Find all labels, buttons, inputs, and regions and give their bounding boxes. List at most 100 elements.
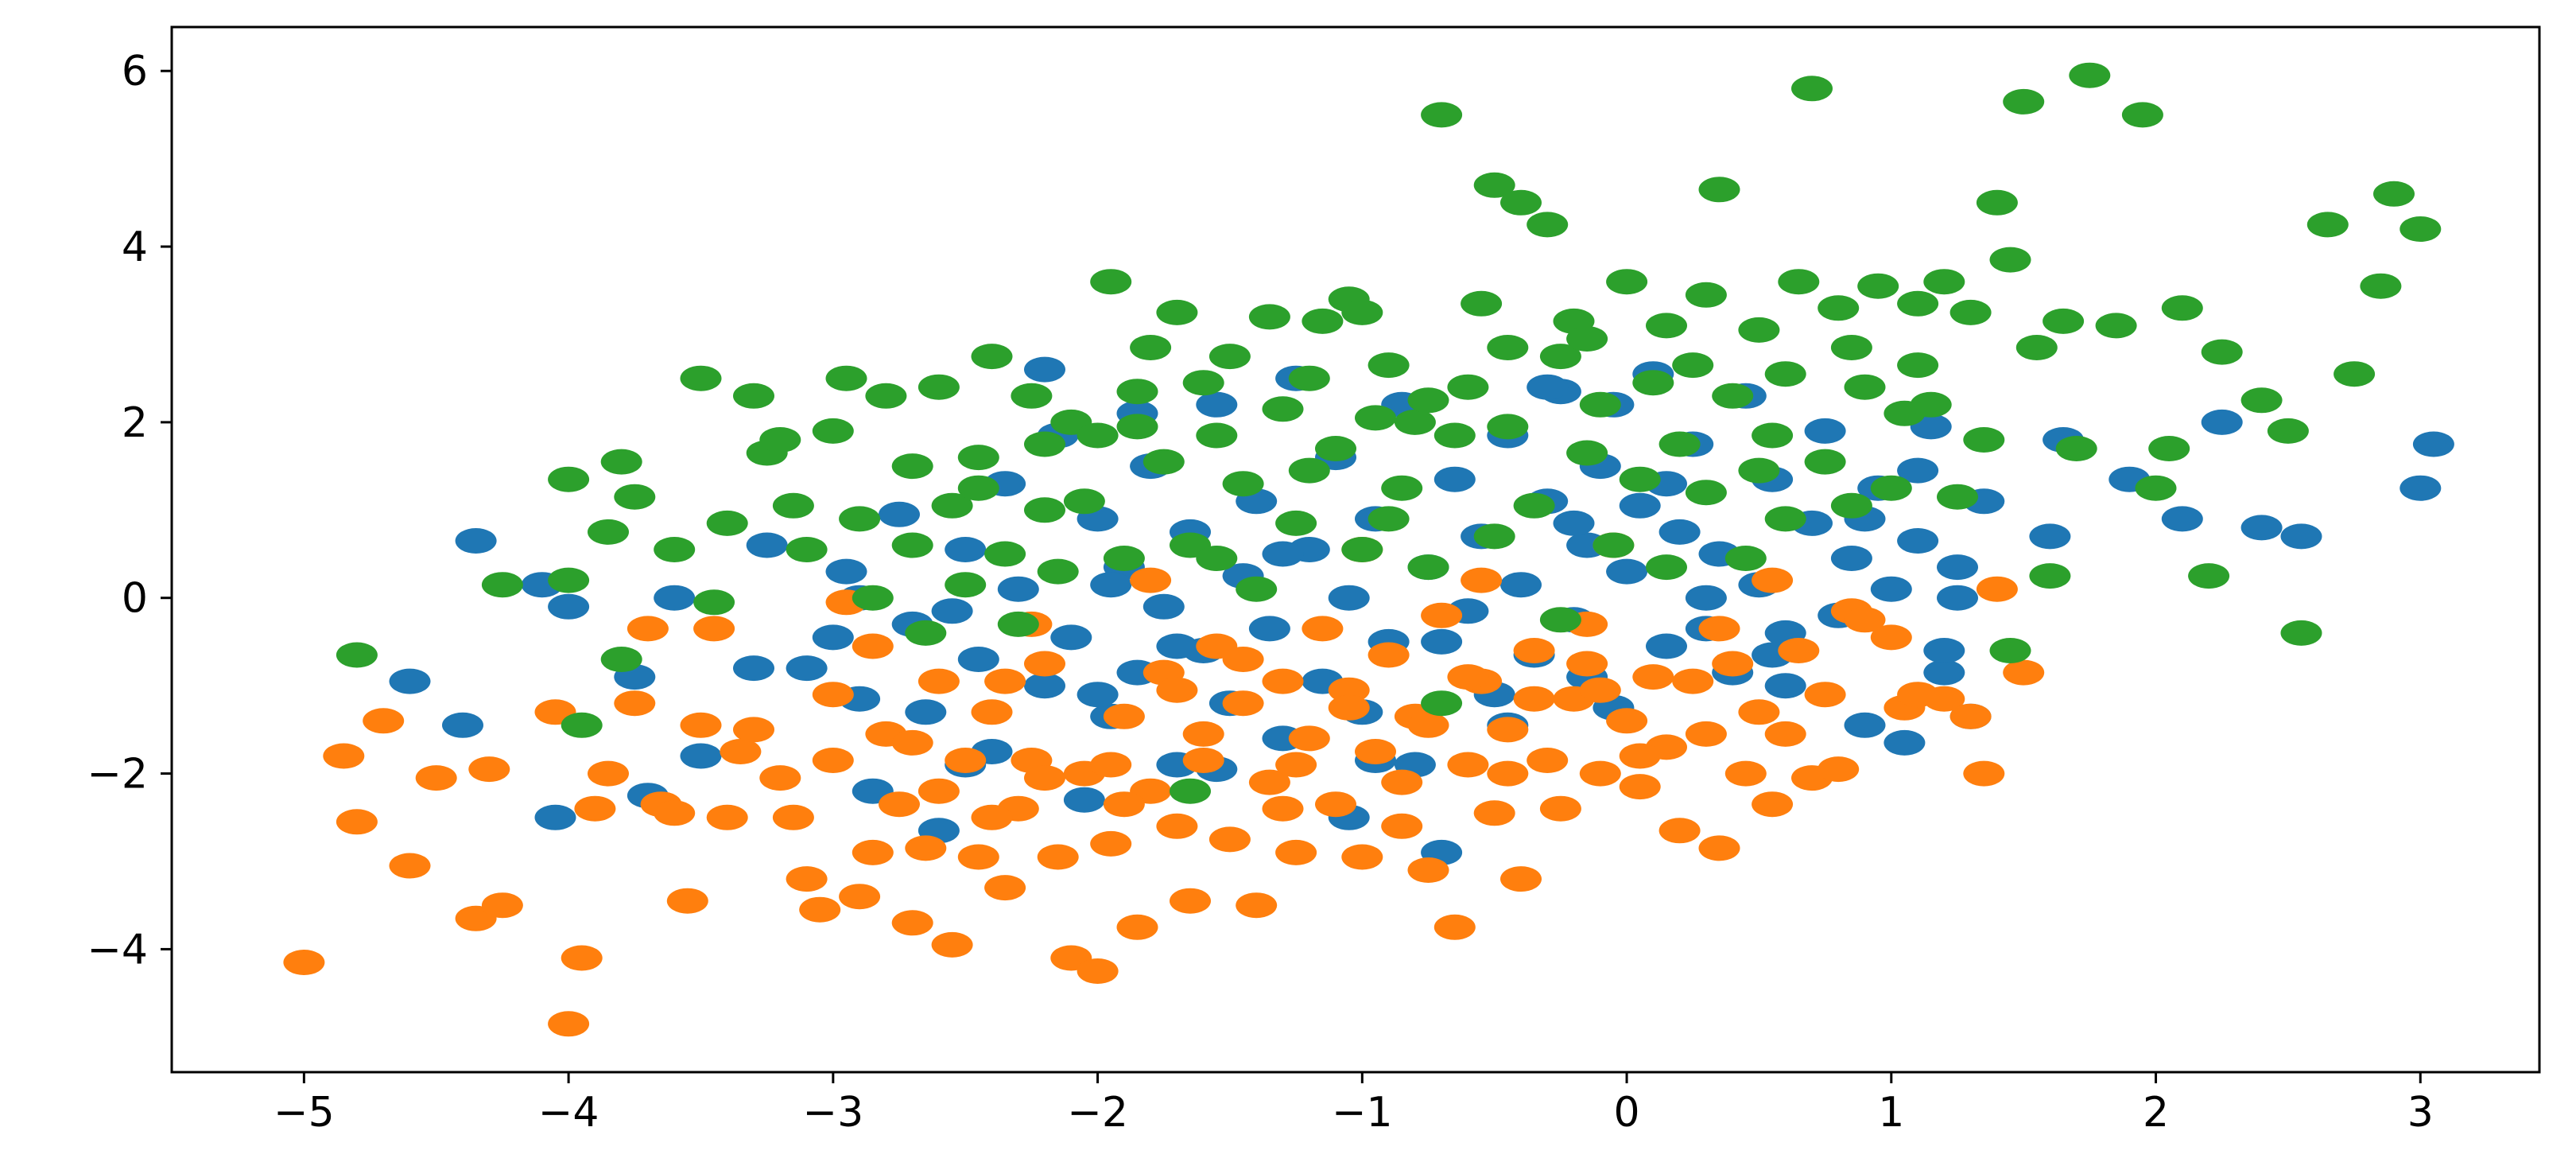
- data-point: [812, 418, 854, 444]
- data-point: [389, 668, 431, 694]
- data-point: [1394, 409, 1436, 435]
- data-point: [997, 576, 1039, 602]
- data-point: [984, 541, 1026, 567]
- data-point: [1738, 699, 1780, 725]
- data-point: [1473, 172, 1515, 198]
- data-point: [1433, 466, 1476, 492]
- data-point: [363, 708, 405, 734]
- data-point: [1870, 475, 1912, 501]
- data-point: [1698, 616, 1740, 642]
- data-point: [918, 778, 960, 804]
- data-point: [1778, 269, 1820, 295]
- data-point: [1063, 488, 1105, 515]
- data-point: [1923, 269, 1965, 295]
- data-point: [931, 492, 973, 519]
- data-point: [588, 519, 629, 545]
- data-point: [971, 699, 1013, 725]
- data-point: [1368, 506, 1410, 532]
- data-point: [1752, 791, 1794, 818]
- data-point: [548, 567, 590, 593]
- data-point: [1116, 379, 1158, 405]
- data-point: [283, 950, 325, 975]
- data-point: [561, 945, 603, 971]
- data-point: [720, 739, 762, 764]
- data-point: [1989, 247, 2031, 273]
- data-point: [1513, 638, 1555, 663]
- data-point: [971, 804, 1013, 830]
- data-point: [680, 712, 722, 738]
- data-point: [1315, 791, 1356, 818]
- data-point: [879, 501, 920, 527]
- data-point: [1724, 760, 1767, 787]
- data-point: [759, 427, 801, 453]
- data-point: [1315, 436, 1356, 461]
- data-point: [786, 537, 828, 562]
- data-point: [574, 795, 616, 822]
- data-point: [600, 647, 642, 672]
- data-point: [2280, 620, 2322, 646]
- data-point: [1077, 958, 1119, 984]
- data-point: [1712, 383, 1754, 409]
- data-point: [561, 712, 603, 738]
- data-point: [1461, 290, 1503, 317]
- data-point: [1698, 835, 1740, 861]
- data-point: [1738, 317, 1780, 343]
- x-tick-label: −1: [1332, 1089, 1393, 1137]
- data-point: [1156, 299, 1198, 325]
- data-point: [1236, 576, 1278, 602]
- data-point: [1500, 189, 1542, 216]
- data-point: [1116, 414, 1158, 440]
- data-point: [1712, 651, 1754, 677]
- data-point: [1170, 778, 1211, 804]
- x-tick-label: −5: [274, 1089, 335, 1137]
- data-point: [2029, 523, 2071, 550]
- data-point: [1461, 567, 1503, 593]
- data-point: [442, 712, 483, 738]
- data-point: [1658, 519, 1701, 545]
- data-point: [600, 449, 642, 475]
- x-tick-label: −2: [1067, 1089, 1128, 1137]
- data-point: [984, 875, 1026, 901]
- data-point: [1447, 664, 1489, 690]
- data-point: [1447, 374, 1489, 400]
- data-point: [905, 699, 947, 725]
- data-point: [1262, 541, 1304, 567]
- data-point: [1923, 638, 1965, 663]
- data-point: [1778, 638, 1820, 663]
- data-point: [654, 537, 696, 562]
- data-point: [1646, 554, 1687, 581]
- data-point: [1407, 857, 1449, 883]
- data-point: [627, 616, 669, 642]
- data-point: [1658, 431, 1701, 457]
- data-point: [1527, 212, 1569, 238]
- data-point: [1619, 774, 1661, 800]
- data-point: [1355, 405, 1396, 431]
- data-point: [2201, 409, 2243, 435]
- data-point: [680, 743, 722, 769]
- data-point: [733, 655, 774, 682]
- data-point: [1050, 624, 1092, 651]
- data-point: [1923, 686, 1965, 712]
- y-axis: −4 −2 0 2 4 6: [87, 48, 172, 974]
- data-point: [548, 593, 590, 620]
- data-point: [1685, 480, 1727, 506]
- data-point: [548, 1011, 590, 1037]
- data-point: [1844, 607, 1886, 633]
- data-point: [1130, 567, 1172, 593]
- data-point: [2334, 361, 2376, 387]
- data-point: [1275, 839, 1317, 865]
- data-point: [1368, 352, 1410, 379]
- data-point: [1632, 370, 1674, 396]
- data-point: [1724, 546, 1767, 571]
- data-point: [2399, 216, 2442, 242]
- data-point: [1672, 668, 1714, 694]
- data-point: [1752, 567, 1794, 593]
- x-axis: −5 −4 −3 −2 −1 0 1 2 3: [274, 1072, 2434, 1137]
- data-point: [786, 655, 828, 682]
- data-point: [957, 647, 999, 672]
- data-point: [1619, 492, 1661, 519]
- data-point: [2280, 523, 2322, 550]
- data-point: [1433, 914, 1476, 940]
- data-point: [1804, 682, 1846, 708]
